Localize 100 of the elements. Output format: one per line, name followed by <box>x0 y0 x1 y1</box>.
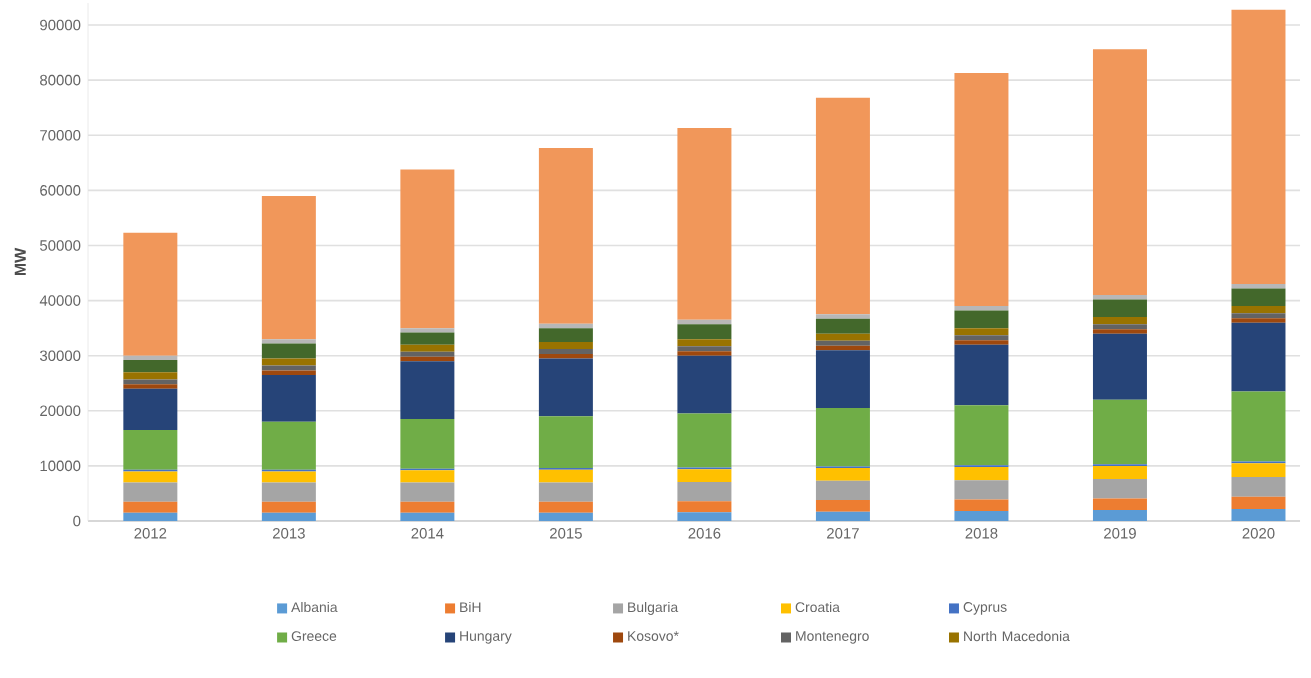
bar <box>954 466 1009 481</box>
bar <box>123 482 178 502</box>
bar <box>1092 295 1147 300</box>
bar <box>1231 9 1286 285</box>
bar <box>261 421 316 470</box>
y-tick-label: 60000 <box>40 185 81 196</box>
bar <box>1092 465 1147 480</box>
bar <box>1092 299 1147 318</box>
bar <box>261 365 316 371</box>
bar <box>538 482 593 502</box>
bar <box>954 310 1009 329</box>
bar <box>954 480 1009 500</box>
bar <box>1231 508 1286 521</box>
legend-label: North Macedonia <box>964 630 1070 642</box>
bar <box>261 343 316 359</box>
legend-label: Bulgaria <box>628 601 679 615</box>
bar <box>815 468 870 481</box>
bar <box>400 361 455 420</box>
bar <box>123 512 178 521</box>
bar <box>1092 498 1147 510</box>
bar <box>677 351 732 356</box>
bar <box>400 344 455 352</box>
bar <box>123 384 178 389</box>
bar <box>1231 322 1286 392</box>
x-tick-label: 2014 <box>411 528 444 539</box>
bar <box>954 340 1009 345</box>
bar <box>954 306 1009 311</box>
y-tick-label: 30000 <box>39 350 81 361</box>
x-tick-label: 2017 <box>827 528 859 539</box>
y-tick-label: 70000 <box>40 129 81 141</box>
bar <box>261 501 316 513</box>
bar <box>261 512 316 521</box>
bar <box>815 318 870 334</box>
bar <box>677 413 732 468</box>
y-tick-label: 50000 <box>40 240 81 251</box>
bar <box>538 354 593 359</box>
bar <box>123 360 178 373</box>
y-tick-label: 0 <box>73 515 81 527</box>
y-tick-label: 20000 <box>40 405 81 417</box>
bar <box>123 379 178 385</box>
bar <box>815 314 870 319</box>
bar <box>400 512 455 521</box>
bar <box>954 511 1009 521</box>
bar <box>400 482 455 502</box>
x-tick-label: 2019 <box>1104 528 1136 539</box>
bar <box>815 511 870 521</box>
bar <box>261 482 316 502</box>
bar <box>815 97 870 315</box>
bar <box>400 351 455 357</box>
y-tick-label: 40000 <box>39 295 81 306</box>
legend-label: Cyprus <box>963 602 1007 615</box>
legend-label: Kosovo* <box>628 631 679 641</box>
bar <box>261 339 316 344</box>
x-tick-label: 2015 <box>550 528 582 539</box>
bar <box>1092 479 1147 499</box>
bar <box>1231 476 1286 497</box>
bar <box>538 328 593 342</box>
bar <box>123 430 178 470</box>
bar <box>1231 391 1286 462</box>
bar <box>538 147 593 324</box>
bar <box>815 333 870 341</box>
bar <box>123 501 178 513</box>
bar <box>954 73 1009 307</box>
bar <box>538 349 593 355</box>
bar <box>400 332 455 345</box>
bar <box>261 195 316 340</box>
x-tick-label: 2013 <box>272 528 305 539</box>
bar <box>1092 333 1147 400</box>
bar <box>677 501 732 513</box>
x-tick-label: 2020 <box>1242 528 1275 539</box>
bar <box>1092 509 1147 521</box>
bar <box>815 500 870 512</box>
bar <box>400 356 455 362</box>
bar <box>954 328 1009 336</box>
x-tick-label: 2012 <box>134 528 167 539</box>
bar <box>815 345 870 351</box>
bar <box>400 169 455 329</box>
bar <box>400 501 455 513</box>
bar <box>261 370 316 375</box>
bar <box>677 481 732 502</box>
bar <box>261 471 316 483</box>
bar <box>538 469 593 483</box>
bar <box>954 499 1009 512</box>
bar <box>123 232 178 356</box>
bar <box>1231 318 1286 323</box>
y-tick-label: 10000 <box>40 460 81 472</box>
legend-label: Albania <box>291 601 338 613</box>
bar <box>677 469 732 482</box>
bar <box>815 480 870 501</box>
bar <box>123 372 178 380</box>
bar <box>954 405 1009 466</box>
bar <box>815 408 870 467</box>
bar <box>538 416 593 469</box>
bar <box>538 341 593 350</box>
bar <box>538 512 593 521</box>
bar <box>677 355 732 414</box>
bar <box>677 512 732 521</box>
bar <box>815 340 870 346</box>
bar <box>1092 399 1147 465</box>
bar <box>400 419 455 469</box>
